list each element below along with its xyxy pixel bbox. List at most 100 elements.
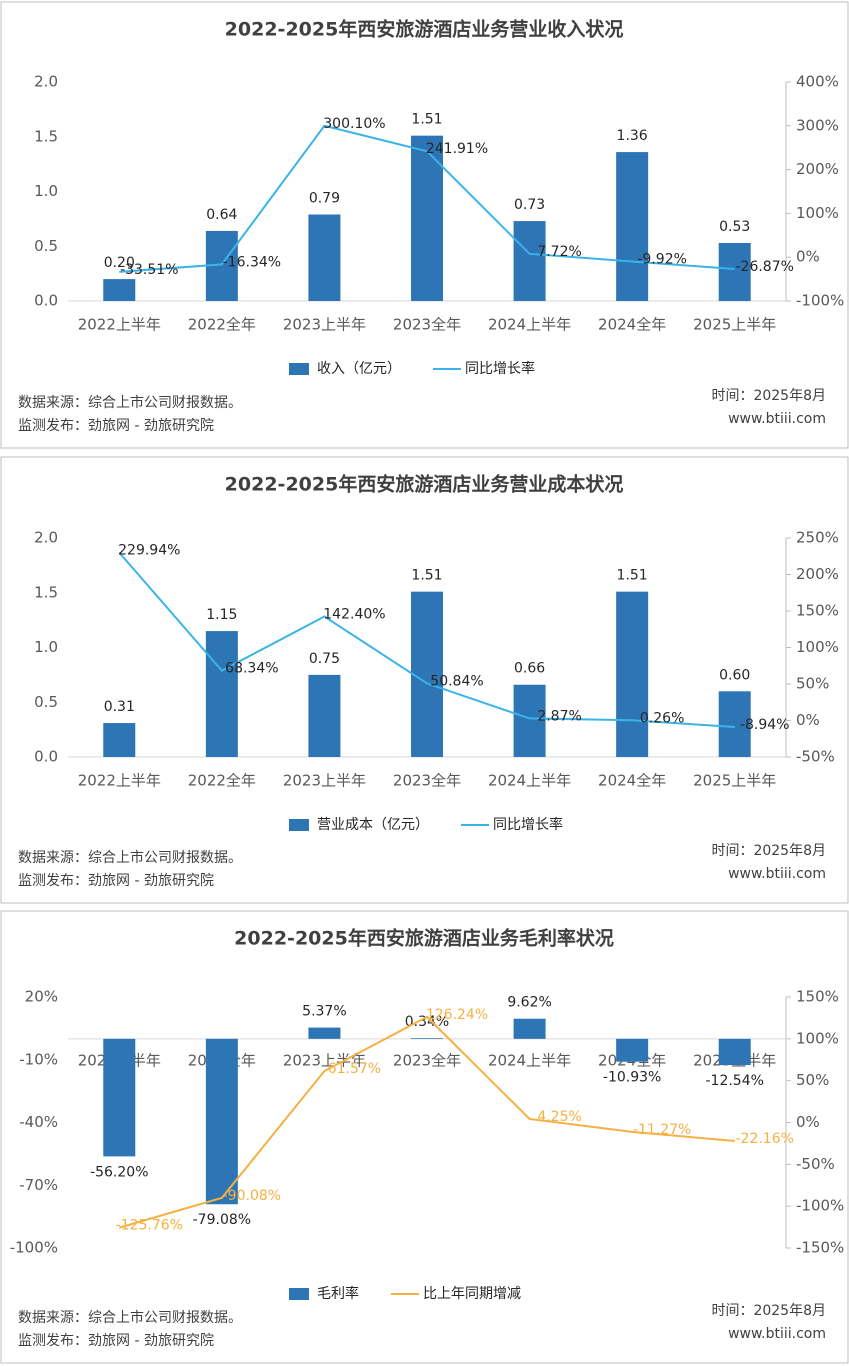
y2-tick-label: 50% [796,1071,829,1089]
date: 时间：2025年8月 [711,388,826,404]
line-label: -16.34% [223,254,281,270]
legend-swatch [289,363,309,375]
source: 数据来源：综合上市公司财报数据。 [18,1309,242,1326]
x-tick-label: 2023全年 [393,772,461,790]
y2-tick-label: -100% [796,292,844,310]
legend-label: 比上年同期增减 [423,1286,521,1302]
x-tick-label: 2023上半年 [283,1051,366,1069]
line-label: -11.27% [633,1122,691,1138]
y2-tick-label: -100% [796,1197,844,1215]
publisher: 监测发布：劲旅网 - 劲旅研究院 [18,873,214,889]
legend-label: 同比增长率 [493,816,563,833]
y-tick-label: 1.5 [34,583,58,601]
line-label: 241.91% [426,141,488,157]
bar-label: 1.51 [411,112,442,128]
x-tick-label: 2022全年 [188,772,256,790]
bar [616,1038,649,1062]
bar-label: 0.20 [104,255,135,271]
line-label: 142.40% [323,607,385,623]
legend-label: 同比增长率 [465,360,535,377]
bar [103,723,136,757]
x-tick-label: 2024全年 [598,772,666,790]
x-tick-label: 2024全年 [598,316,666,334]
line-label: -125.76% [116,1218,183,1234]
bar-label: 1.36 [617,128,648,144]
legend-label: 营业成本（亿元） [317,817,429,833]
line-label: 126.24% [426,1007,488,1023]
website: www.btiii.com [728,411,826,427]
bar-label: 0.66 [514,661,545,677]
bar-label: 0.75 [309,651,340,667]
y2-tick-label: 250% [796,529,839,547]
bar-label: 0.60 [719,667,750,683]
bar [718,1038,751,1066]
y2-tick-label: 0% [796,711,820,729]
bar [411,1038,443,1039]
x-tick-label: 2023全年 [393,316,461,334]
y-tick-label: 20% [25,988,58,1006]
bar [616,591,649,757]
bar-label: 0.34% [405,1014,449,1030]
line-label: 2.87% [537,708,581,724]
line-label: 68.34% [225,661,278,677]
y-tick-label: -10% [19,1050,58,1068]
x-tick-label: 2025上半年 [693,316,776,334]
line-label: 50.84% [430,673,483,689]
y-tick-label: 1.0 [34,182,58,200]
bar [103,1038,136,1157]
bar [308,214,341,301]
bar [411,591,443,757]
website: www.btiii.com [728,1326,826,1342]
y-tick-label: 0.0 [34,748,58,766]
y2-tick-label: -50% [796,1155,835,1173]
y-tick-label: -100% [10,1239,58,1257]
y-tick-label: -70% [19,1176,58,1194]
bar-label: 0.64 [206,207,237,223]
line-label: -33.51% [120,262,178,278]
x-tick-label: 2023全年 [393,1051,461,1069]
line-label: 4.25% [537,1109,581,1125]
panel [0,910,849,1364]
bar [616,152,649,301]
line-label: 300.10% [323,116,385,132]
x-tick-label: 2024上半年 [488,1051,571,1069]
bar-label: 5.37% [302,1004,346,1020]
legend-label: 毛利率 [317,1285,359,1302]
source: 数据来源：综合上市公司财报数据。 [18,394,242,411]
y-tick-label: 2.0 [34,73,58,91]
bar [411,135,443,301]
legend-label: 收入（亿元） [317,361,401,377]
y2-tick-label: 400% [796,73,839,91]
chart-title: 2022-2025年西安旅游酒店业务营业成本状况 [225,473,624,496]
date: 时间：2025年8月 [711,1303,826,1319]
line-label: -22.16% [735,1131,793,1147]
bar [205,631,238,757]
bar [205,1038,238,1205]
y2-tick-label: 100% [796,204,839,222]
x-tick-label: 2024上半年 [488,316,571,334]
chart-title: 2022-2025年西安旅游酒店业务毛利率状况 [234,927,614,950]
bar-label: -12.54% [705,1073,763,1089]
legend-swatch [289,819,309,831]
y-tick-label: 1.0 [34,638,58,656]
bar-label: -56.20% [90,1164,148,1180]
panel [0,1,849,449]
line [119,1015,735,1229]
bar-label: 0.79 [309,190,340,206]
y2-tick-label: 200% [796,565,839,583]
line-label: 7.72% [537,244,581,260]
y-tick-label: 0.5 [34,237,58,255]
y2-tick-label: 150% [796,602,839,620]
bar-label: 0.53 [719,219,750,235]
bar [103,279,136,301]
y2-tick-label: 100% [796,638,839,656]
bar-label: 1.51 [411,568,442,584]
y2-tick-label: 0% [796,248,820,266]
y2-tick-label: -150% [796,1239,844,1257]
bar-label: -79.08% [193,1212,251,1228]
bar-label: 1.51 [617,568,648,584]
y-tick-label: 0.0 [34,292,58,310]
website: www.btiii.com [728,866,826,882]
y-tick-label: 1.5 [34,127,58,145]
line-label: -8.94% [740,717,790,733]
